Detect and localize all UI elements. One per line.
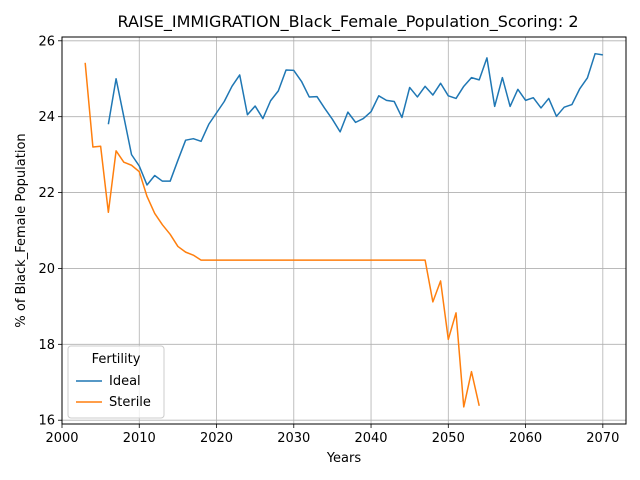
legend-entry-label: Sterile <box>109 395 151 410</box>
legend-title: Fertility <box>92 352 141 367</box>
x-tick-label: 2060 <box>509 431 542 446</box>
x-tick-label: 2010 <box>123 431 156 446</box>
grid <box>61 37 626 424</box>
legend: Fertility Ideal Sterile <box>67 345 165 419</box>
x-tick-label: 2040 <box>354 431 387 446</box>
y-tick-label: 16 <box>38 414 55 429</box>
y-tick-label: 18 <box>38 338 55 353</box>
legend-entry-label: Ideal <box>109 374 141 389</box>
y-tick-label: 20 <box>38 262 55 277</box>
y-axis-label: % of Black_Female Population <box>14 133 29 327</box>
axis-ticks: 2000 2010 2020 2030 2040 2050 2060 2070 16 18 20 22… <box>38 34 619 446</box>
x-tick-label: 2020 <box>200 431 233 446</box>
y-tick-label: 24 <box>38 110 55 125</box>
series-lines <box>84 52 603 408</box>
plot-area-frame <box>61 36 627 425</box>
series-line-ideal <box>107 52 603 186</box>
legend-box <box>67 345 165 419</box>
x-tick-label: 2030 <box>277 431 310 446</box>
chart-title: RAISE_IMMIGRATION_Black_Female_Populatio… <box>118 12 579 32</box>
x-axis-label: Years <box>326 451 362 466</box>
x-tick-label: 2050 <box>432 431 465 446</box>
series-line-sterile <box>84 62 480 408</box>
y-tick-label: 22 <box>38 186 55 201</box>
x-tick-label: 2070 <box>586 431 619 446</box>
x-tick-label: 2000 <box>45 431 78 446</box>
y-tick-label: 26 <box>38 34 55 49</box>
